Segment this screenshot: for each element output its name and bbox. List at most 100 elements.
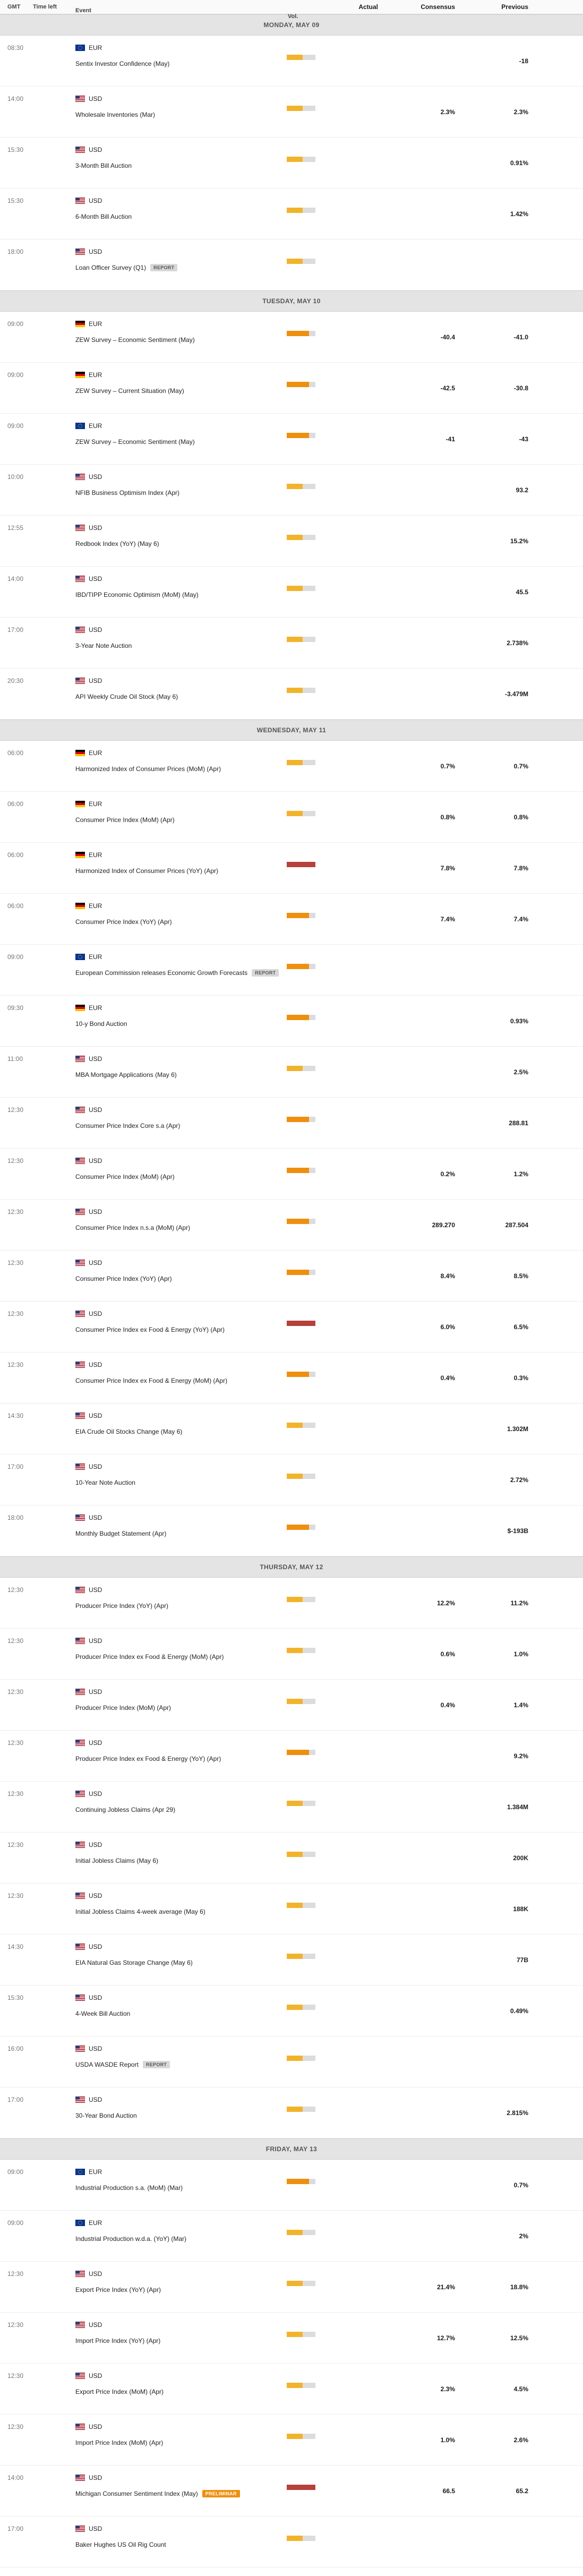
volatility-indicator <box>287 2434 315 2439</box>
event-row[interactable]: 17:00 USD 30-Year Bond Auction 2.815% <box>0 2087 583 2138</box>
previous-cell: 65.2 <box>455 2466 528 2516</box>
event-row[interactable]: 12:30 USD Initial Jobless Claims 4-week … <box>0 1884 583 1935</box>
event-row[interactable]: 12:30 USD Consumer Price Index ex Food &… <box>0 1353 583 1403</box>
event-name-line: Producer Price Index ex Food & Energy (Y… <box>75 1755 287 1762</box>
event-row[interactable]: 17:00 USD 10-Year Note Auction 2.72% <box>0 1454 583 1505</box>
event-row[interactable]: 08:30 EUR Sentix Investor Confidence (Ma… <box>0 36 583 87</box>
currency-line: EUR <box>75 42 287 53</box>
event-cell: EUR Consumer Price Index (YoY) (Apr) <box>75 894 287 944</box>
event-cell: EUR Harmonized Index of Consumer Prices … <box>75 741 287 791</box>
currency-code: EUR <box>89 902 102 910</box>
event-row[interactable]: 12:30 USD Consumer Price Index (MoM) (Ap… <box>0 1149 583 1200</box>
event-row[interactable]: 09:30 EUR 10-y Bond Auction 0.93% <box>0 996 583 1047</box>
event-row[interactable]: 18:00 USD Monthly Budget Statement (Apr) <box>0 1505 583 1556</box>
event-row[interactable]: 12:30 USD Export Price Index (MoM) (Apr)… <box>0 2364 583 2415</box>
event-row[interactable]: 12:30 USD Import Price Index (MoM) (Apr)… <box>0 2415 583 2466</box>
volatility-indicator <box>287 535 315 540</box>
previous-cell: 9.2% <box>455 1731 528 1781</box>
event-row[interactable]: 12:30 USD Producer Price Index ex Food &… <box>0 1731 583 1782</box>
consensus-cell: 8.4% <box>378 1251 455 1301</box>
event-row[interactable]: 12:30 USD Consumer Price Index ex Food &… <box>0 1302 583 1353</box>
event-time: 14:00 <box>7 575 24 583</box>
previous-cell: 0.8% <box>455 792 528 842</box>
event-row[interactable]: 11:00 USD MBA Mortgage Applications (May… <box>0 1047 583 1098</box>
event-row[interactable]: 06:00 EUR Harmonized Index of Consumer P… <box>0 843 583 894</box>
event-row[interactable]: 16:00 USD USDA WASDE Report REPORT <box>0 2036 583 2087</box>
volatility-fill <box>287 1219 310 1224</box>
event-row[interactable]: 06:00 EUR Consumer Price Index (YoY) (Ap… <box>0 894 583 945</box>
currency-code: USD <box>89 1208 102 1216</box>
row-spacer <box>528 138 583 188</box>
event-row[interactable]: 15:30 USD 4-Week Bill Auction 0.49% <box>0 1986 583 2036</box>
event-row[interactable]: 17:00 USD Baker Hughes US Oil Rig Count <box>0 2517 583 2568</box>
event-row[interactable]: 12:30 USD Consumer Price Index n.s.a (Mo… <box>0 1200 583 1251</box>
event-row[interactable]: 09:00 EUR European Commission releases E… <box>0 945 583 996</box>
event-row[interactable]: 12:30 USD Producer Price Index (YoY) (Ap… <box>0 1578 583 1629</box>
event-row[interactable]: 06:00 EUR Consumer Price Index (MoM) (Ap… <box>0 792 583 843</box>
event-cell: USD Export Price Index (YoY) (Apr) <box>75 2262 287 2312</box>
currency-line: EUR <box>75 319 287 329</box>
event-name-line: Redbook Index (YoY) (May 6) <box>75 540 287 547</box>
time-left-cell <box>33 1149 75 1199</box>
vol-cell <box>287 1680 336 1730</box>
gmt-cell: 20:30 <box>0 669 33 719</box>
event-row[interactable]: 14:00 USD IBD/TIPP Economic Optimism (Mo… <box>0 567 583 618</box>
event-row[interactable]: 12:30 USD Consumer Price Index Core s.a … <box>0 1098 583 1149</box>
event-row[interactable]: 06:00 EUR Harmonized Index of Consumer P… <box>0 741 583 792</box>
event-row[interactable]: 14:30 USD EIA Natural Gas Storage Change… <box>0 1935 583 1986</box>
previous-cell: 0.49% <box>455 1986 528 2036</box>
event-row[interactable]: 17:00 USD 3-Year Note Auction 2.738% <box>0 618 583 669</box>
event-row[interactable]: 14:00 USD Michigan Consumer Sentiment In… <box>0 2466 583 2517</box>
vol-cell <box>287 894 336 944</box>
row-spacer <box>528 618 583 668</box>
event-row[interactable]: 09:00 EUR Industrial Production s.a. (Mo… <box>0 2160 583 2211</box>
event-name: Consumer Price Index (MoM) (Apr) <box>75 1173 175 1180</box>
event-row[interactable]: 10:00 USD NFIB Business Optimism Index (… <box>0 465 583 516</box>
event-row[interactable]: 12:30 USD Export Price Index (YoY) (Apr)… <box>0 2262 583 2313</box>
previous-value: 1.2% <box>513 1170 528 1178</box>
event-row[interactable]: 09:00 EUR Industrial Production w.d.a. (… <box>0 2211 583 2262</box>
event-time: 18:00 <box>7 1514 24 1521</box>
country-flag-icon <box>75 1689 85 1695</box>
event-row[interactable]: 09:00 EUR ZEW Survey – Economic Sentimen… <box>0 312 583 363</box>
gmt-cell: 09:00 <box>0 414 33 464</box>
event-row[interactable]: 15:30 USD 3-Month Bill Auction 0.91% <box>0 138 583 189</box>
gmt-cell: 12:30 <box>0 2262 33 2312</box>
event-row[interactable]: 12:30 USD Import Price Index (YoY) (Apr)… <box>0 2313 583 2364</box>
event-row[interactable]: 20:30 USD API Weekly Crude Oil Stock (Ma… <box>0 669 583 720</box>
previous-value: 288.81 <box>509 1119 528 1127</box>
country-flag-icon <box>75 903 85 909</box>
event-name: API Weekly Crude Oil Stock (May 6) <box>75 693 178 700</box>
volatility-fill <box>287 1750 310 1755</box>
event-row[interactable]: 12:30 USD Producer Price Index ex Food &… <box>0 1629 583 1680</box>
volatility-fill <box>287 811 303 816</box>
volatility-fill <box>287 484 303 489</box>
event-row[interactable]: 12:55 USD Redbook Index (YoY) (May 6) 15 <box>0 516 583 567</box>
event-row[interactable]: 12:30 USD Producer Price Index (MoM) (Ap… <box>0 1680 583 1731</box>
event-cell: USD Producer Price Index (MoM) (Apr) <box>75 1680 287 1730</box>
event-row[interactable]: 15:30 USD 6-Month Bill Auction 1.42% <box>0 189 583 239</box>
actual-cell <box>336 843 378 893</box>
currency-code: USD <box>89 1514 102 1521</box>
volatility-fill <box>287 55 303 60</box>
event-time: 06:00 <box>7 749 24 757</box>
gmt-cell: 09:00 <box>0 945 33 995</box>
consensus-value: 0.4% <box>440 1701 455 1709</box>
event-row[interactable]: 09:00 EUR ZEW Survey – Current Situation… <box>0 363 583 414</box>
time-left-cell <box>33 1986 75 2036</box>
column-header-event: Event <box>75 7 91 14</box>
event-row[interactable]: 14:30 USD EIA Crude Oil Stocks Change (M… <box>0 1403 583 1454</box>
actual-cell <box>336 36 378 86</box>
day-events: 12:30 USD Producer Price Index (YoY) (Ap… <box>0 1578 583 2138</box>
event-cell: USD Wholesale Inventories (Mar) <box>75 87 287 137</box>
event-row[interactable]: 09:00 EUR ZEW Survey – Economic Sentimen… <box>0 414 583 465</box>
event-row[interactable]: 14:00 USD Wholesale Inventories (Mar) 2.… <box>0 87 583 138</box>
event-row[interactable]: 12:30 USD Consumer Price Index (YoY) (Ap… <box>0 1251 583 1302</box>
event-row[interactable]: 12:30 USD Initial Jobless Claims (May 6) <box>0 1833 583 1884</box>
currency-code: EUR <box>89 851 102 859</box>
volatility-fill <box>287 2179 310 2184</box>
consensus-cell: -41 <box>378 414 455 464</box>
event-row[interactable]: 18:00 USD Loan Officer Survey (Q1) REPOR… <box>0 239 583 290</box>
event-row[interactable]: 12:30 USD Continuing Jobless Claims (Apr… <box>0 1782 583 1833</box>
event-name-line: Export Price Index (MoM) (Apr) <box>75 2388 287 2395</box>
